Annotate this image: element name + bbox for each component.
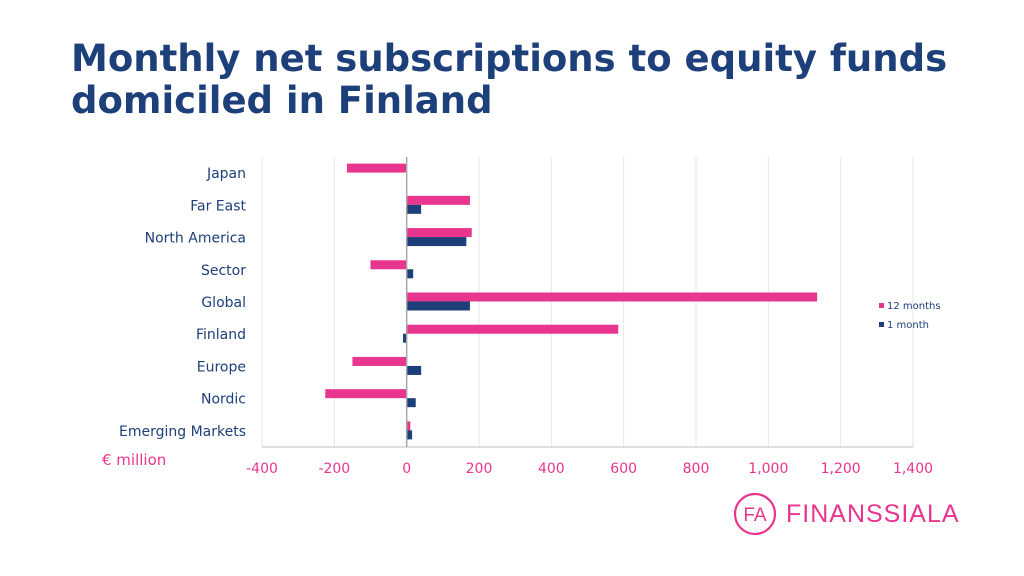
logo-text: FINANSSIALA [786,499,960,528]
legend-swatch [879,322,884,327]
category-label: Sector [201,263,246,279]
bar-1-month [406,269,414,279]
bar-12-months [406,195,470,205]
category-label: Nordic [201,392,246,408]
bar-1-month [406,398,416,408]
page-title: Monthly net subscriptions to equity fund… [71,37,948,122]
bar-12-months [406,324,619,334]
x-tick-label: 400 [538,461,565,477]
bar-12-months [346,163,407,173]
bar-12-months [325,389,407,399]
category-label: North America [145,231,246,247]
bar-1-month [406,204,422,214]
legend-swatch [879,303,884,308]
x-tick-label: 200 [466,461,493,477]
category-label: Far East [190,198,246,214]
bar-1-month [406,237,467,247]
bar-12-months [352,356,407,366]
logo-mark-icon: FA [733,492,777,536]
bar-12-months [370,260,407,270]
x-tick-label: 1,400 [893,461,933,477]
x-tick-label: 1,200 [821,461,861,477]
x-tick-label: 1,000 [748,461,788,477]
bar-1-month [406,365,422,375]
x-tick-label: -200 [318,461,350,477]
bar-1-month [406,301,470,311]
bar-1-month [406,430,413,440]
legend-label: 12 months [887,301,941,312]
bar-12-months [406,421,411,431]
category-label: Europe [197,359,246,375]
x-tick-label: 600 [610,461,637,477]
category-label: Japan [206,166,246,182]
bars [325,163,818,440]
axes [262,157,913,448]
unit-label: € million [102,451,167,469]
legend: 12 months 1 month [879,301,941,331]
grid-lines [261,157,914,447]
bar-1-month [403,333,407,343]
bar-12-months [406,228,472,238]
category-label: Emerging Markets [119,424,246,440]
category-labels: Japan Far East North America Sector Global Fi… [119,166,247,440]
logo-mark-text: FA [743,505,767,526]
x-tick-labels: -400 -200 0 200 400 600 800 1,000 1,200 1,400 [246,461,933,477]
finanssiala-logo: FA FINANSSIALA [732,491,960,537]
bar-12-months [406,292,818,302]
x-tick-label: -400 [246,461,278,477]
category-label: Finland [196,327,246,343]
legend-label: 1 month [887,320,929,331]
category-label: Global [201,295,246,311]
x-tick-label: 800 [683,461,710,477]
x-tick-label: 0 [402,461,411,477]
